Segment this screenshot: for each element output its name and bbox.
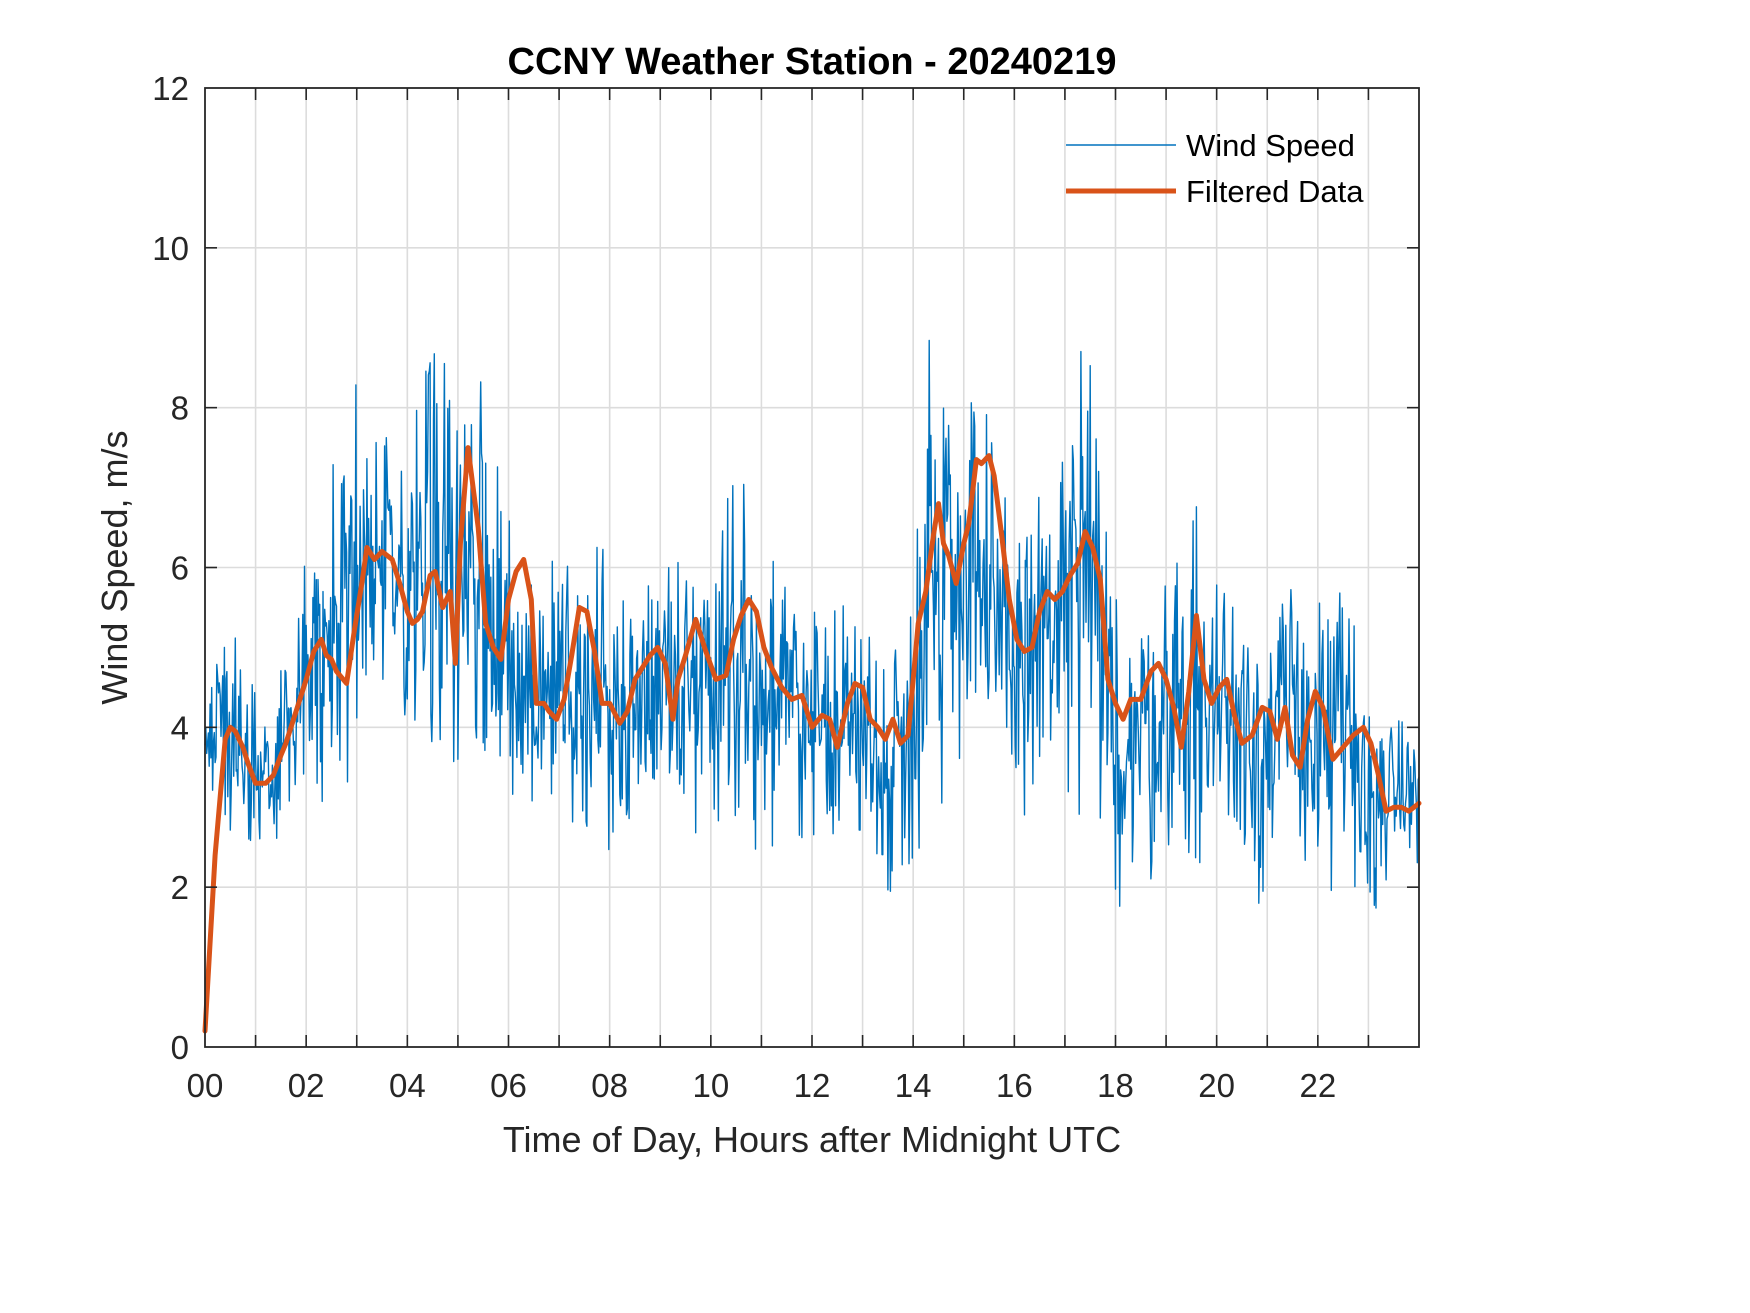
x-tick-label: 12	[794, 1067, 831, 1104]
x-tick-label: 22	[1299, 1067, 1336, 1104]
y-tick-label: 10	[152, 230, 189, 267]
legend-label-wind-speed: Wind Speed	[1186, 128, 1355, 163]
y-tick-label: 2	[171, 869, 189, 906]
y-tick-label: 8	[171, 390, 189, 427]
x-tick-label: 00	[187, 1067, 224, 1104]
x-tick-label: 04	[389, 1067, 426, 1104]
x-tick-label: 18	[1097, 1067, 1134, 1104]
axes	[204, 87, 1420, 1048]
chart-title: CCNY Weather Station - 20240219	[508, 41, 1117, 83]
x-tick-label: 20	[1198, 1067, 1235, 1104]
x-tick-label: 14	[895, 1067, 932, 1104]
wind-speed-line	[204, 339, 1420, 909]
filtered-data-line	[202, 445, 1422, 1034]
x-tick-label: 08	[591, 1067, 628, 1104]
y-tick-label: 4	[171, 709, 189, 746]
wind-speed-series	[204, 339, 1420, 909]
legend: Wind Speed Filtered Data	[1066, 128, 1364, 209]
y-tick-label: 0	[171, 1029, 189, 1066]
y-tick-label: 6	[171, 550, 189, 587]
y-axis-label: Wind Speed, m/s	[94, 430, 135, 704]
x-axis-label: Time of Day, Hours after Midnight UTC	[503, 1119, 1121, 1160]
x-tick-label: 06	[490, 1067, 527, 1104]
x-tick-label: 02	[288, 1067, 325, 1104]
y-tick-label: 12	[152, 70, 189, 107]
filtered-data-series	[202, 445, 1422, 1034]
x-tick-label: 10	[692, 1067, 729, 1104]
legend-label-filtered-data: Filtered Data	[1186, 174, 1364, 209]
x-tick-label: 16	[996, 1067, 1033, 1104]
